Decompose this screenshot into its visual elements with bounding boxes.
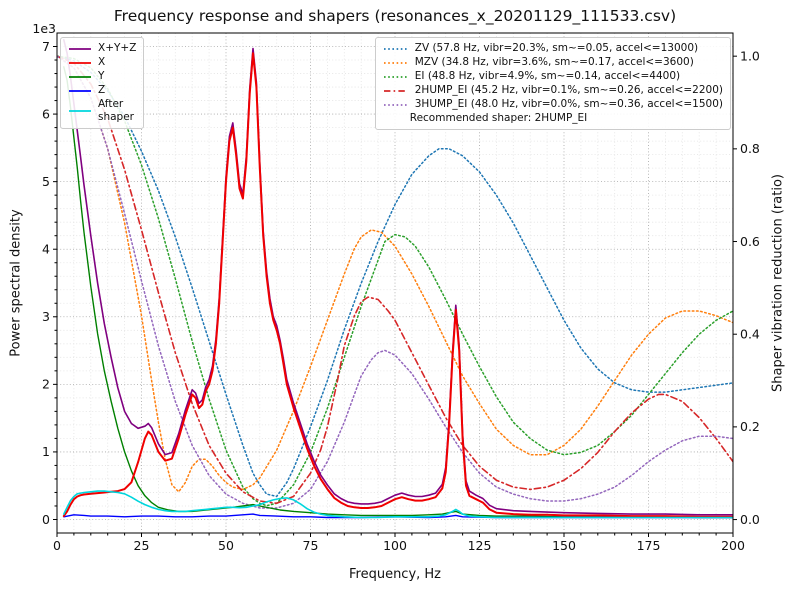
- legend-item: MZV (34.8 Hz, vibr=3.6%, sm~=0.17, accel…: [383, 56, 723, 69]
- legend-shapers: ZV (57.8 Hz, vibr=20.3%, sm~=0.05, accel…: [374, 37, 731, 130]
- series-line-y: [63, 66, 733, 519]
- series-line-hump3: [57, 55, 733, 509]
- legend-item: ZV (57.8 Hz, vibr=20.3%, sm~=0.05, accel…: [383, 42, 723, 55]
- y-right-tick-label: 0.6: [740, 234, 760, 249]
- legend-line-sample: [383, 89, 408, 92]
- y-left-tick-label: 1: [42, 444, 50, 459]
- ticks: 0 25 50 75 100 125 150 175 200 0 1 2 3 4 5 6 7 0.0 0.2 0.4 0…: [42, 39, 760, 553]
- legend-label: X: [98, 56, 106, 68]
- legend-label: 3HUMP_EI (48.0 Hz, vibr=0.0%, sm~=0.36, …: [414, 98, 723, 110]
- legend-label: EI (48.8 Hz, vibr=4.9%, sm~=0.14, accel<…: [414, 70, 681, 82]
- series-line-hump2: [57, 55, 733, 505]
- legend-line-sample: [69, 61, 91, 64]
- x-tick-label: 175: [637, 538, 661, 553]
- legend-item: Z: [68, 84, 136, 97]
- series-line-x: [62, 52, 733, 518]
- y-axis-offset-text: 1e3: [32, 21, 56, 36]
- legend-label: 2HUMP_EI (45.2 Hz, vibr=0.1%, sm~=0.26, …: [414, 84, 723, 96]
- legend-item: Y: [68, 70, 136, 83]
- legend-line-sample: [383, 47, 408, 50]
- legend-label: Z: [98, 84, 106, 96]
- series-line-ei: [57, 55, 733, 507]
- y-left-tick-label: 3: [42, 309, 50, 324]
- legend-label: ZV (57.8 Hz, vibr=20.3%, sm~=0.05, accel…: [414, 42, 699, 54]
- legend-footer: Recommended shaper: 2HUMP_EI: [409, 112, 588, 124]
- legend-psd: X+Y+Z X Y Z After shaper: [60, 37, 145, 129]
- legend-line-sample: [383, 103, 408, 106]
- x-tick-label: 25: [134, 538, 150, 553]
- x-tick-label: 0: [53, 538, 61, 553]
- legend-item: 3HUMP_EI (48.0 Hz, vibr=0.0%, sm~=0.36, …: [383, 98, 723, 111]
- legend-line-sample: [383, 61, 408, 64]
- y-left-tick-label: 6: [42, 106, 50, 121]
- y-right-tick-label: 0.8: [740, 141, 760, 156]
- legend-line-sample: [69, 47, 91, 50]
- y-left-tick-label: 4: [42, 242, 50, 257]
- legend-line-sample: [383, 75, 408, 78]
- x-tick-label: 125: [468, 538, 492, 553]
- x-tick-label: 50: [218, 538, 234, 553]
- legend-item: EI (48.8 Hz, vibr=4.9%, sm~=0.14, accel<…: [383, 70, 723, 83]
- legend-line-sample: [69, 89, 91, 92]
- y-left-tick-label: 0: [42, 512, 50, 527]
- legend-label: After shaper: [98, 98, 135, 123]
- legend-label: MZV (34.8 Hz, vibr=3.6%, sm~=0.17, accel…: [414, 56, 694, 68]
- y-right-tick-label: 0.4: [740, 327, 760, 342]
- y-axis-label-right: Shaper vibration reduction (ratio): [770, 174, 786, 392]
- x-tick-label: 200: [721, 538, 745, 553]
- legend-line-sample: [69, 110, 91, 112]
- y-right-tick-label: 1.0: [740, 48, 760, 63]
- y-axis-label-left: Power spectral density: [8, 209, 24, 357]
- series-line-after: [63, 490, 733, 519]
- y-right-tick-label: 0.0: [740, 512, 760, 527]
- legend-item: 2HUMP_EI (45.2 Hz, vibr=0.1%, sm~=0.26, …: [383, 84, 723, 97]
- legend-footer-row: Recommended shaper: 2HUMP_EI: [383, 112, 723, 125]
- x-axis-label: Frequency, Hz: [348, 567, 442, 582]
- legend-item: X: [68, 56, 136, 69]
- series-line-mzv: [57, 55, 733, 493]
- series-line-zv: [57, 55, 733, 498]
- series-group: [57, 39, 733, 519]
- x-tick-label: 150: [552, 538, 576, 553]
- legend-label: Y: [98, 70, 105, 82]
- y-left-tick-label: 2: [42, 377, 50, 392]
- legend-item: After shaper: [68, 98, 136, 124]
- y-right-tick-label: 0.2: [740, 419, 760, 434]
- x-tick-label: 100: [383, 538, 407, 553]
- x-tick-label: 75: [303, 538, 319, 553]
- y-left-tick-label: 5: [42, 174, 50, 189]
- legend-label: X+Y+Z: [98, 42, 137, 54]
- chart-title: Frequency response and shapers (resonanc…: [113, 7, 677, 25]
- legend-item: X+Y+Z: [68, 42, 136, 55]
- legend-line-sample: [69, 75, 91, 78]
- y-left-tick-label: 7: [42, 39, 50, 54]
